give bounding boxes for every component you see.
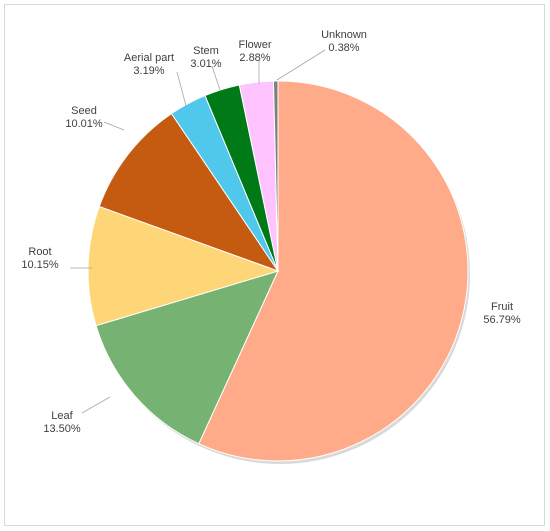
pie-slice-leaf <box>95 270 279 445</box>
slice-value-aerial-part: 3.19% <box>133 65 164 77</box>
slice-value-unknown: 0.38% <box>328 42 359 54</box>
slice-value-leaf: 13.50% <box>43 423 81 435</box>
pie-slice-fruit <box>198 80 469 462</box>
slice-value-root: 10.15% <box>21 259 59 271</box>
leader-line-leaf <box>81 396 111 414</box>
slice-label-seed: Seed <box>71 105 97 117</box>
pie-slice-unknown <box>272 80 279 272</box>
leader-line-stem <box>211 65 221 91</box>
slice-label-root: Root <box>28 246 51 258</box>
slice-label-leaf: Leaf <box>51 410 73 422</box>
slice-value-seed: 10.01% <box>65 118 103 130</box>
slice-label-flower: Flower <box>238 39 271 51</box>
pie-slice-root <box>87 205 280 327</box>
leader-line-unknown <box>276 49 326 81</box>
leader-line-aerial-part <box>176 71 187 107</box>
slice-label-fruit: Fruit <box>491 301 513 313</box>
slice-value-fruit: 56.79% <box>483 314 521 326</box>
leader-line-seed <box>103 121 125 131</box>
slice-label-unknown: Unknown <box>321 29 367 41</box>
slice-value-flower: 2.88% <box>239 52 270 64</box>
slice-label-aerial-part: Aerial part <box>124 52 174 64</box>
slice-value-stem: 3.01% <box>190 58 221 70</box>
pie-slice-seed <box>98 112 280 272</box>
slice-label-stem: Stem <box>193 45 219 57</box>
